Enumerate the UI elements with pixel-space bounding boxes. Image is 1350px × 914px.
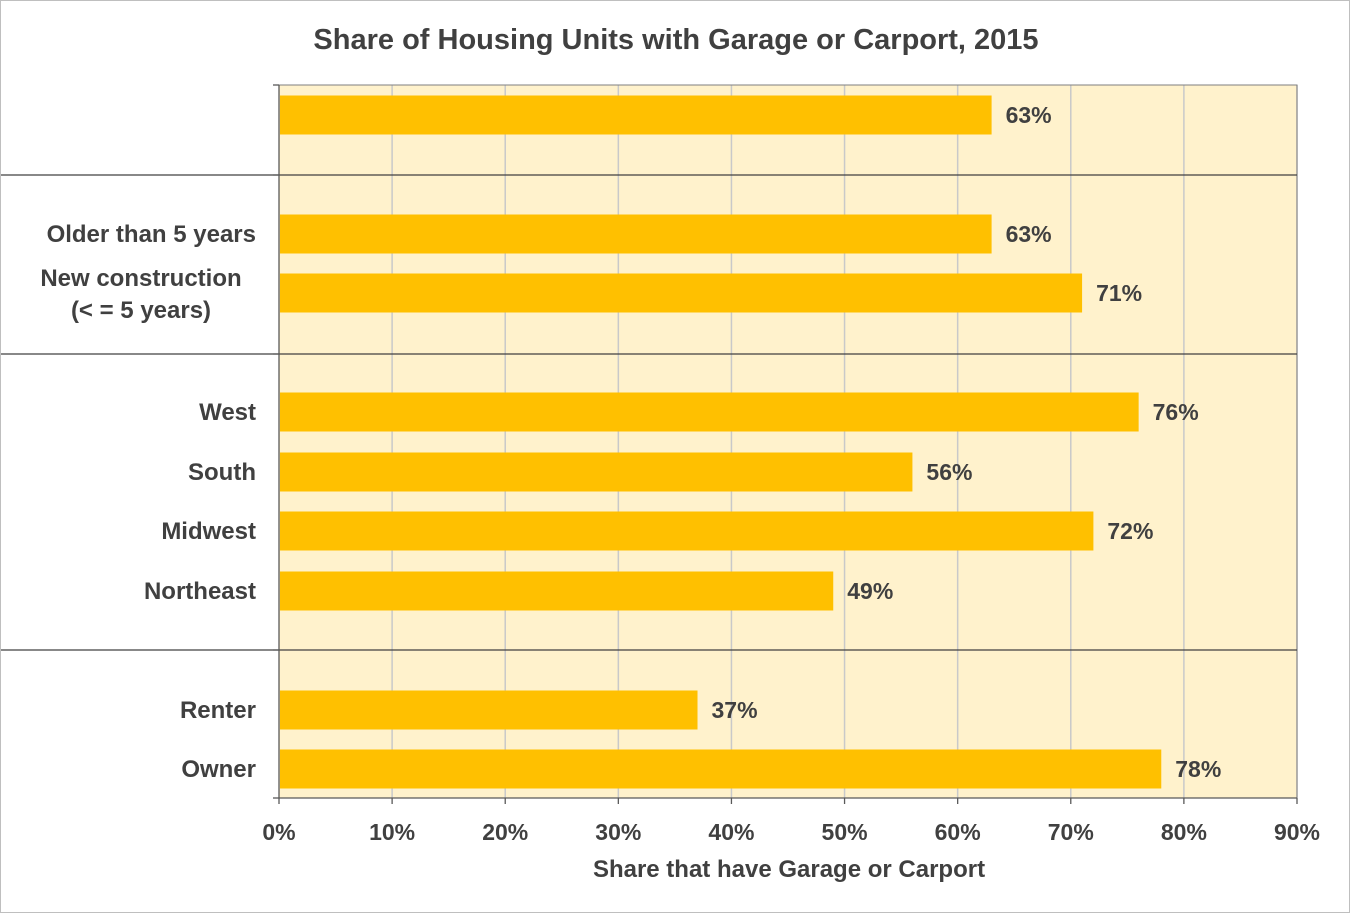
x-tick-label: 60% [935, 819, 981, 845]
category-label: Northeast [144, 578, 256, 605]
bar [280, 749, 1162, 789]
bar [280, 95, 992, 135]
bar [280, 392, 1139, 432]
data-label: 56% [926, 459, 972, 485]
x-tick-label: 90% [1274, 819, 1320, 845]
bar [280, 690, 698, 730]
chart-title: Share of Housing Units with Garage or Ca… [313, 24, 1038, 56]
category-label: New construction (< = 5 years) [40, 265, 241, 324]
plot-area: 0% 10% 20% 30% 40% 50% 60% 70% 80% 90% 63% 63% Older… [1, 84, 1320, 845]
data-label: 71% [1096, 280, 1142, 306]
category-label: South [188, 459, 256, 486]
bar [280, 571, 834, 611]
category-label: Renter [180, 697, 256, 724]
category-label: Midwest [161, 518, 256, 545]
x-tick-label: 0% [262, 819, 295, 845]
x-tick-label: 70% [1048, 819, 1094, 845]
bar [280, 214, 992, 254]
data-label: 63% [1006, 102, 1052, 128]
data-label: 37% [712, 697, 758, 723]
x-tick-label: 30% [595, 819, 641, 845]
category-label: West [199, 399, 256, 426]
data-label: 76% [1153, 399, 1199, 425]
data-label: 63% [1006, 221, 1052, 247]
x-tick-label: 20% [482, 819, 528, 845]
data-label: 78% [1175, 756, 1221, 782]
x-tick-label: 10% [369, 819, 415, 845]
bar [280, 511, 1094, 551]
plot-background [279, 85, 1297, 798]
x-tick-label: 40% [708, 819, 754, 845]
bar [280, 273, 1083, 313]
data-label: 72% [1107, 518, 1153, 544]
category-label: Older than 5 years [47, 221, 256, 248]
category-label: Owner [181, 756, 256, 783]
data-label: 49% [847, 578, 893, 604]
x-tick-label: 50% [822, 819, 868, 845]
x-axis-title: Share that have Garage or Carport [593, 856, 985, 883]
x-tick-label: 80% [1161, 819, 1207, 845]
bar [280, 452, 913, 492]
